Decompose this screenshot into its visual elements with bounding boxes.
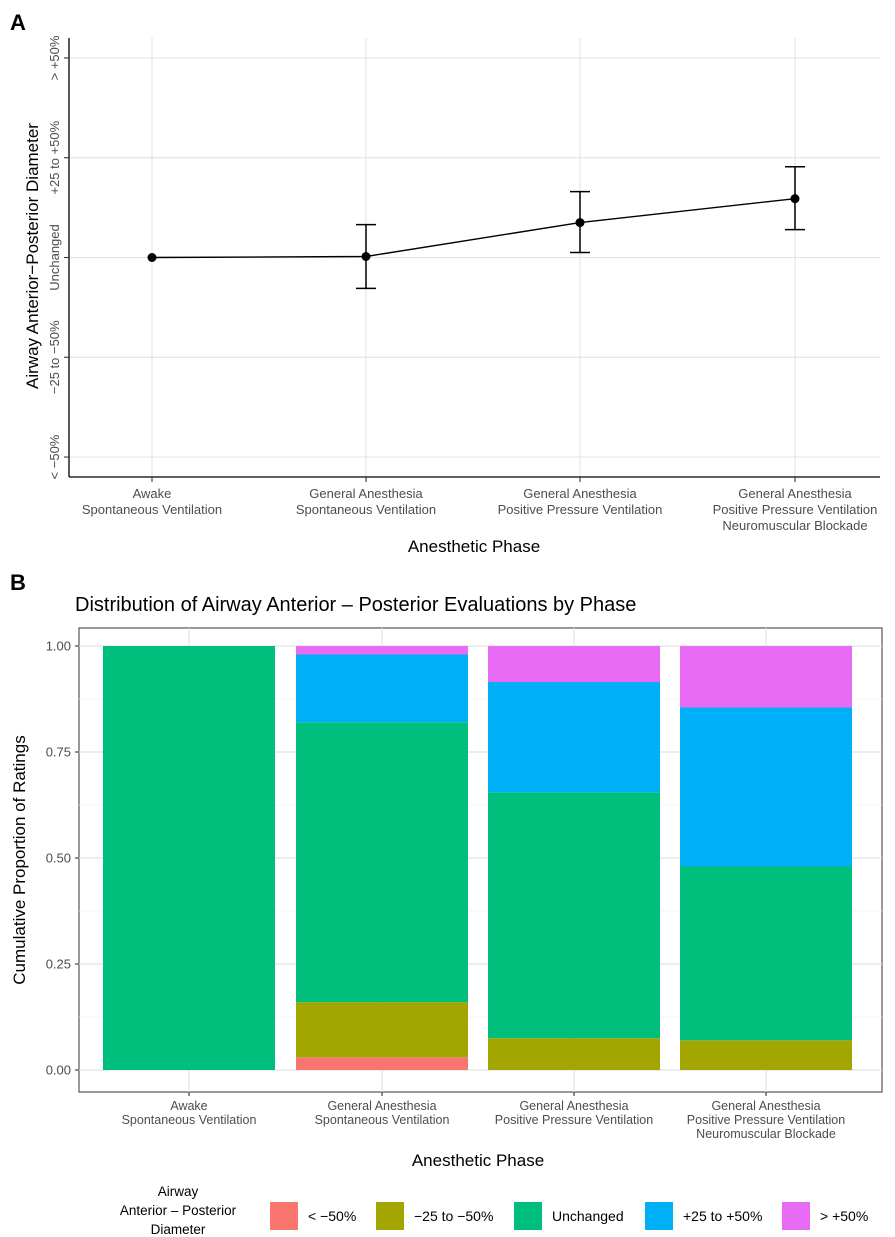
chart-title: Distribution of Airway Anterior – Poster… (75, 594, 636, 616)
axes (64, 38, 880, 482)
legend-label: −25 to −50% (414, 1208, 493, 1224)
x-tick-label-line: Positive Pressure Ventilation (498, 502, 663, 517)
x-tick-label-line: Awake (170, 1099, 207, 1113)
x-tick-label-line: Positive Pressure Ventilation (495, 1113, 653, 1127)
legend-item: −25 to −50% (376, 1202, 493, 1230)
x-tick-label-line: Spontaneous Ventilation (122, 1113, 257, 1127)
legend: Airway Anterior – Posterior Diameter < −50%… (120, 1184, 868, 1237)
legend-swatch (270, 1202, 298, 1230)
bar-segment (296, 722, 468, 1003)
x-tick-label: General Anesthesia Spontaneous Ventilatio… (296, 486, 436, 517)
y-tick-label: 0.75 (46, 745, 71, 760)
y-axis-title: Cumulative Proportion of Ratings (10, 735, 29, 984)
y-tick-label: 0.25 (46, 957, 71, 972)
x-tick-label-line: Spontaneous Ventilation (315, 1113, 450, 1127)
x-tick-label-line: Spontaneous Ventilation (82, 502, 222, 517)
bar-segment (296, 1057, 468, 1070)
y-tick-label: 0.00 (46, 1063, 71, 1078)
x-tick-label-line: Spontaneous Ventilation (296, 502, 436, 517)
x-tick-label: Awake Spontaneous Ventilation (122, 1099, 257, 1127)
x-tick-label: General Anesthesia Spontaneous Ventilatio… (315, 1099, 450, 1127)
x-tick-label-line: Positive Pressure Ventilation (713, 502, 878, 517)
legend-title-line: Diameter (151, 1222, 206, 1237)
legend-label: +25 to +50% (683, 1208, 762, 1224)
bar-segment (488, 682, 660, 793)
x-tick-label-line: General Anesthesia (711, 1099, 820, 1113)
x-tick-label-line: General Anesthesia (327, 1099, 436, 1113)
legend-swatch (645, 1202, 673, 1230)
legend-swatch (782, 1202, 810, 1230)
bar-segment (680, 1040, 852, 1070)
line-chart-panel-a: < −50% −25 to −50% Unchanged +25 to +50% > +… (23, 35, 880, 556)
legend-item: < −50% (270, 1202, 356, 1230)
bars (103, 646, 852, 1070)
x-tick-label-line: General Anesthesia (309, 486, 423, 501)
x-tick-label-line: General Anesthesia (523, 486, 637, 501)
data-point (790, 194, 800, 204)
legend-label: > +50% (820, 1208, 868, 1224)
x-tick-label-line: General Anesthesia (738, 486, 852, 501)
bar-segment (103, 646, 275, 1070)
y-tick-label: 1.00 (46, 639, 71, 654)
series-line (151, 197, 796, 259)
bar-segment (296, 646, 468, 655)
legend-title: Airway Anterior – Posterior Diameter (120, 1184, 237, 1237)
x-tick-label-line: Awake (133, 486, 172, 501)
x-axis-title: Anesthetic Phase (412, 1151, 544, 1170)
legend-swatch (514, 1202, 542, 1230)
x-tick-label: General Anesthesia Positive Pressure Vent… (687, 1099, 845, 1141)
legend-label: < −50% (308, 1208, 356, 1224)
y-tick-label: +25 to +50% (47, 120, 62, 194)
x-tick-label-line: Positive Pressure Ventilation (687, 1113, 845, 1127)
bar-segment (296, 1002, 468, 1058)
y-tick-labels: < −50% −25 to −50% Unchanged +25 to +50% > +… (47, 35, 62, 479)
y-tick-label: 0.50 (46, 851, 71, 866)
bar-segment (488, 646, 660, 683)
bar-segment (488, 792, 660, 1039)
bar-segment (680, 646, 852, 708)
x-axis-title: Anesthetic Phase (408, 537, 540, 556)
x-tick-label: General Anesthesia Positive Pressure Vent… (498, 486, 663, 517)
legend-title-line: Anterior – Posterior (120, 1203, 237, 1218)
data-point (361, 252, 371, 262)
x-tick-label-line: Neuromuscular Blockade (722, 518, 867, 533)
x-tick-label-line: Neuromuscular Blockade (696, 1127, 836, 1141)
y-tick-label: −25 to −50% (47, 320, 62, 394)
stacked-bar-chart-panel-b: Distribution of Airway Anterior – Poster… (10, 594, 883, 1237)
bar-segment (680, 866, 852, 1041)
bar-segment (296, 654, 468, 723)
y-tick-label: > +50% (47, 35, 62, 80)
x-tick-label: General Anesthesia Positive Pressure Vent… (713, 486, 878, 533)
x-tick-label: General Anesthesia Positive Pressure Vent… (495, 1099, 653, 1127)
y-tick-label: < −50% (47, 434, 62, 479)
x-tick-label-line: General Anesthesia (519, 1099, 628, 1113)
panel-label-a: A (10, 10, 26, 35)
data-marks (147, 165, 805, 290)
data-point (575, 218, 585, 228)
legend-title-line: Airway (158, 1184, 199, 1199)
bar-segment (488, 1038, 660, 1070)
legend-item: > +50% (782, 1202, 868, 1230)
y-tick-label: Unchanged (47, 224, 62, 291)
legend-label: Unchanged (552, 1208, 624, 1224)
x-tick-label: Awake Spontaneous Ventilation (82, 486, 222, 517)
data-point (147, 253, 157, 262)
legend-item: Unchanged (514, 1202, 624, 1230)
legend-item: +25 to +50% (645, 1202, 762, 1230)
legend-swatch (376, 1202, 404, 1230)
y-axis-title: Airway Anterior−Posterior Diameter (23, 123, 42, 389)
panel-label-b: B (10, 570, 26, 595)
bar-segment (680, 707, 852, 867)
y-tick-labels: 0.00 0.25 0.50 0.75 1.00 (46, 639, 79, 1078)
